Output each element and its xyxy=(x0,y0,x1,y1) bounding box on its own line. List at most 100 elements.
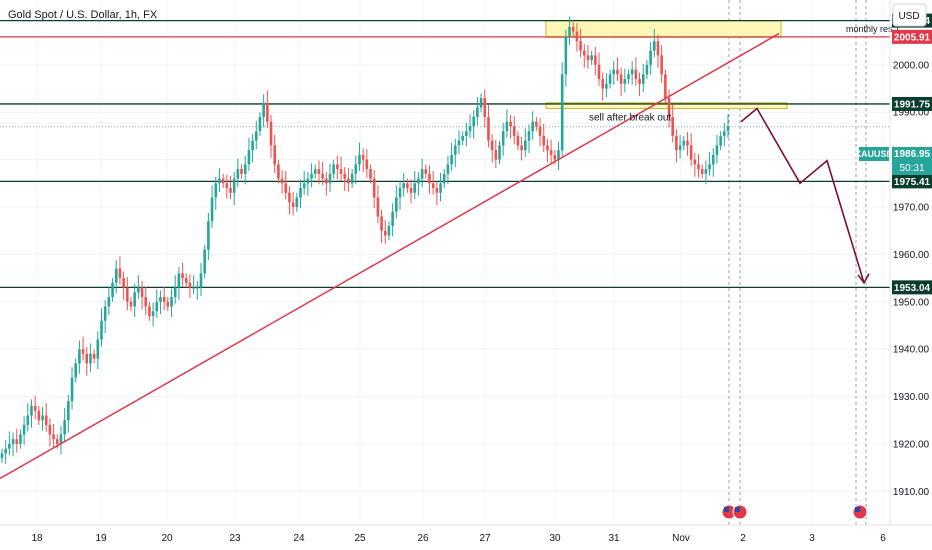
candle xyxy=(579,28,582,58)
candle xyxy=(531,111,534,140)
candle-body xyxy=(487,116,490,141)
candle-body xyxy=(678,145,682,151)
candle-body xyxy=(594,55,597,65)
candle xyxy=(376,185,380,224)
candle-body xyxy=(96,339,100,359)
candle-body xyxy=(107,297,111,307)
candle-body xyxy=(590,55,593,61)
candle xyxy=(254,120,258,150)
candle-body xyxy=(52,434,55,440)
candle-body xyxy=(435,188,439,193)
candle xyxy=(207,212,210,261)
candle-body xyxy=(199,273,203,288)
candle-body xyxy=(630,69,634,75)
candle-body xyxy=(302,183,306,189)
candle-body xyxy=(89,353,92,364)
candle xyxy=(78,340,81,374)
candle xyxy=(107,286,111,316)
time-tick-label: 30 xyxy=(549,533,561,544)
price-tick-label: 1920.00 xyxy=(893,439,930,450)
time-tick-label: Nov xyxy=(672,533,690,544)
candle xyxy=(273,134,277,173)
time-axis[interactable]: 18 19 20 23 24 25 26 27 30 31 Nov 2 3 6 xyxy=(31,533,886,544)
candle-body xyxy=(413,183,417,193)
candle xyxy=(266,90,269,129)
price-tick-label: 2000.00 xyxy=(893,60,930,71)
event-icons[interactable] xyxy=(721,504,868,520)
currency-button-label[interactable]: USD xyxy=(898,11,919,22)
candle-body xyxy=(196,287,199,289)
candle-body xyxy=(641,74,645,84)
candle xyxy=(221,173,225,189)
current-price-label: XAUUSD 1986.95 50:31 xyxy=(855,147,932,175)
candle-body xyxy=(4,448,7,454)
candle xyxy=(571,22,575,37)
candle xyxy=(295,192,299,212)
level-label: 1975.41 xyxy=(894,177,931,188)
candle-body xyxy=(162,297,166,302)
trendline[interactable] xyxy=(0,32,780,480)
zone-box[interactable] xyxy=(545,20,782,38)
candle-body xyxy=(516,135,520,146)
candle xyxy=(89,343,92,372)
candle-body xyxy=(527,131,531,141)
candle-body xyxy=(597,64,601,80)
candle xyxy=(347,168,350,192)
candle xyxy=(509,115,512,139)
candle xyxy=(299,179,302,208)
candle-body xyxy=(343,173,347,179)
candle-body xyxy=(711,154,715,165)
candle-body xyxy=(148,306,151,316)
candle-body xyxy=(406,183,409,189)
candle-body xyxy=(575,31,579,42)
candle xyxy=(700,164,704,179)
candle-body xyxy=(376,197,380,217)
candle-body xyxy=(277,164,280,179)
candle-body xyxy=(535,121,538,127)
candle-body xyxy=(383,230,387,236)
candle xyxy=(398,181,402,210)
level-label: 1953.04 xyxy=(894,283,931,294)
candle xyxy=(325,171,328,196)
currency-button-frame[interactable] xyxy=(892,3,927,27)
candle xyxy=(693,152,697,177)
us-flag-icon[interactable] xyxy=(732,504,748,520)
zone-box[interactable] xyxy=(545,102,788,109)
candle-body xyxy=(531,121,534,132)
candle xyxy=(33,395,37,420)
candle xyxy=(501,122,505,156)
candle-body xyxy=(439,183,442,193)
candle-body xyxy=(266,102,269,122)
candle-body xyxy=(59,434,63,444)
currency-button[interactable]: USD xyxy=(892,3,927,27)
candle xyxy=(442,169,446,189)
candle-body xyxy=(247,150,251,165)
candle xyxy=(675,129,678,163)
candle xyxy=(560,62,564,157)
candle xyxy=(343,167,347,191)
us-flag-icon[interactable] xyxy=(852,504,868,520)
candle-body xyxy=(232,178,236,193)
candle-body xyxy=(100,320,103,340)
candle-body xyxy=(579,41,582,51)
candle xyxy=(487,104,490,148)
candle-body xyxy=(675,135,678,151)
candle-body xyxy=(26,415,30,425)
candle xyxy=(652,28,656,58)
candle-body xyxy=(442,173,446,184)
time-tick-label: 3 xyxy=(809,533,815,544)
candle-body xyxy=(41,415,44,421)
candle-body xyxy=(586,55,590,61)
candle-body xyxy=(671,116,675,136)
candle xyxy=(557,141,560,171)
candle-body xyxy=(295,197,299,208)
projection-path[interactable] xyxy=(740,107,865,284)
candle-body xyxy=(715,145,719,155)
candle-body xyxy=(645,64,649,75)
level-label: 1991.75 xyxy=(894,99,931,110)
candle-body xyxy=(15,439,19,444)
candle xyxy=(535,116,538,132)
candle-body xyxy=(203,249,206,274)
candle-body xyxy=(708,164,711,170)
